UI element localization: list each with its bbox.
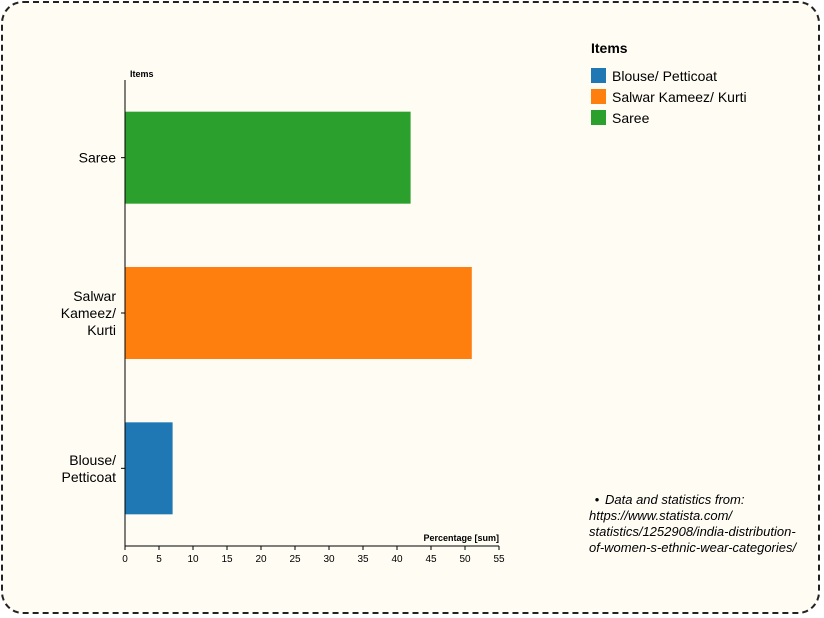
bar-2 bbox=[125, 111, 411, 204]
x-tick-label-8: 40 bbox=[391, 554, 403, 565]
x-tick-label-1: 5 bbox=[156, 554, 162, 565]
x-tick-label-11: 55 bbox=[493, 554, 505, 565]
legend-item-blouse: Blouse/ Petticoat bbox=[591, 65, 747, 86]
legend-swatch-saree bbox=[591, 110, 606, 125]
legend-label-saree: Saree bbox=[612, 109, 650, 126]
bar-1 bbox=[125, 267, 472, 359]
y-tick-label-0-0: Blouse/ bbox=[69, 452, 116, 468]
x-tick-label-6: 30 bbox=[323, 554, 335, 565]
x-tick-label-9: 45 bbox=[425, 554, 437, 565]
legend-swatch-salwar bbox=[591, 89, 606, 104]
y-tick-label-1-0: Salwar bbox=[73, 288, 116, 304]
bullet-icon: • bbox=[594, 492, 600, 507]
legend-item-saree: Saree bbox=[591, 107, 747, 128]
legend-item-salwar: Salwar Kameez/ Kurti bbox=[591, 86, 747, 107]
y-tick-label-0-1: Petticoat bbox=[62, 469, 117, 485]
x-tick-label-7: 35 bbox=[357, 554, 369, 565]
source-note: • Data and statistics from: https://www.s… bbox=[589, 492, 799, 556]
x-tick-label-10: 50 bbox=[459, 554, 471, 565]
bar-0 bbox=[125, 422, 173, 515]
legend-label-salwar: Salwar Kameez/ Kurti bbox=[612, 88, 747, 105]
legend-swatch-blouse bbox=[591, 68, 606, 83]
legend-label-blouse: Blouse/ Petticoat bbox=[612, 67, 718, 84]
x-tick-label-5: 25 bbox=[289, 554, 301, 565]
x-axis-title: Percentage [sum] bbox=[423, 533, 499, 543]
y-axis-title: Items bbox=[130, 69, 154, 79]
x-tick-label-4: 20 bbox=[255, 554, 267, 565]
x-tick-label-0: 0 bbox=[122, 554, 128, 565]
legend: Items Blouse/ Petticoat Salwar Kameez/ K… bbox=[591, 40, 747, 128]
x-tick-label-3: 15 bbox=[221, 554, 233, 565]
x-tick-label-2: 10 bbox=[187, 554, 199, 565]
y-tick-label-1-1: Kameez/ bbox=[61, 305, 116, 321]
source-note-text: Data and statistics from: https://www.st… bbox=[589, 492, 797, 555]
legend-title: Items bbox=[591, 40, 628, 56]
y-tick-label-1-2: Kurti bbox=[87, 322, 116, 338]
y-tick-label-2-0: Saree bbox=[79, 150, 117, 166]
